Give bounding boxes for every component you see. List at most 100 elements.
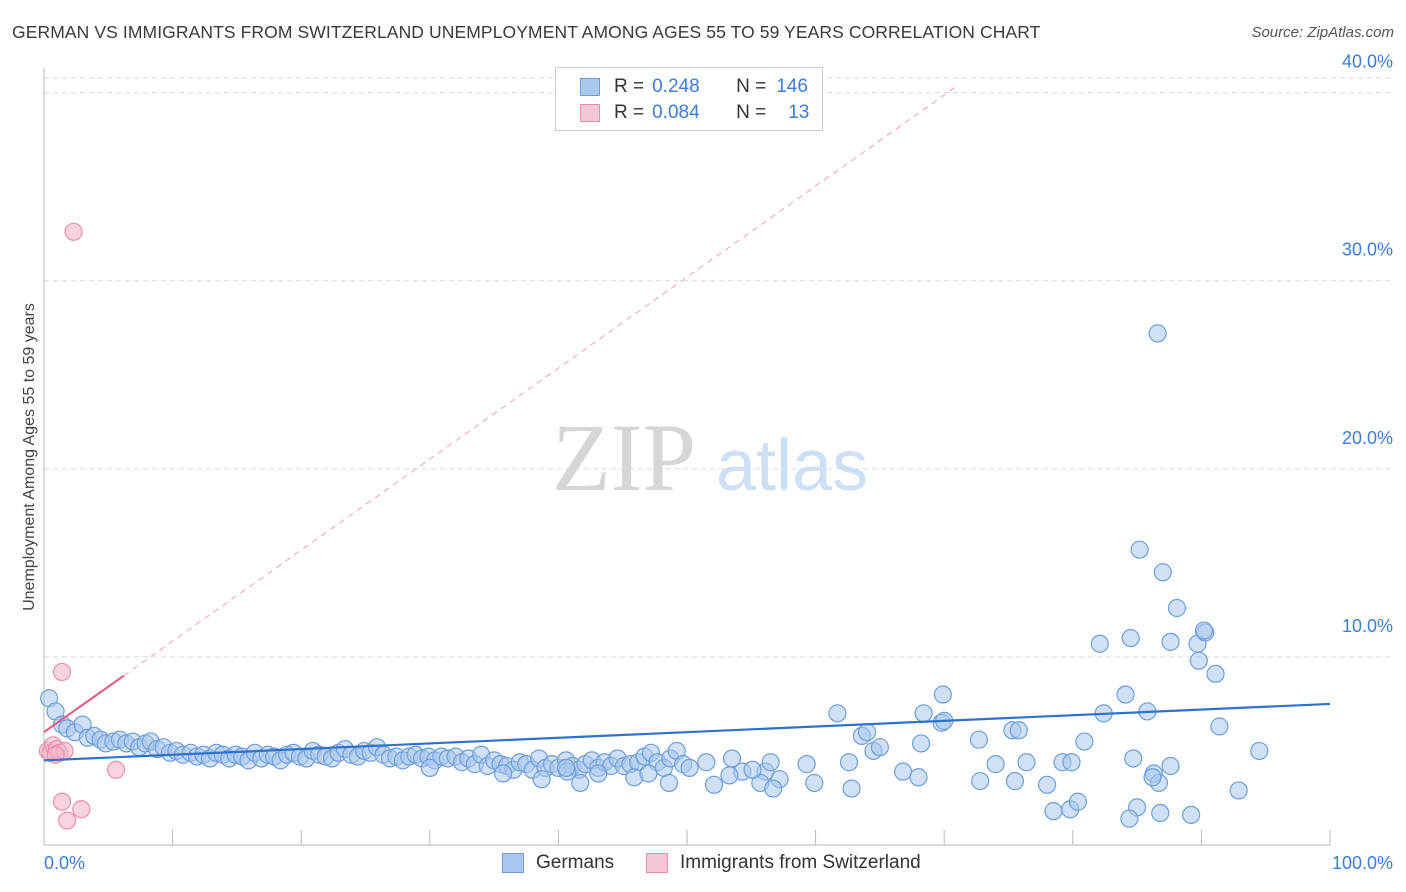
point-germans: [986, 755, 1005, 774]
point-germans: [1044, 802, 1063, 821]
point-swiss: [52, 662, 72, 682]
point-germans: [839, 753, 859, 772]
point-germans: [532, 770, 551, 789]
point-germans: [870, 738, 890, 757]
bottom-legend-label-germans: Germans: [536, 852, 615, 873]
point-germans: [764, 779, 783, 798]
chart-title: GERMAN VS IMMIGRANTS FROM SWITZERLAND UN…: [12, 22, 1041, 42]
point-germans: [805, 773, 824, 793]
point-germans: [1130, 540, 1149, 559]
y-tick-label: 30.0%: [1342, 240, 1393, 260]
bottom-legend-swatch-germans: [502, 853, 524, 873]
point-swiss: [58, 811, 77, 830]
point-germans: [1037, 775, 1057, 794]
point-germans: [704, 775, 724, 794]
y-tick-labels: 10.0% 20.0% 30.0% 40.0%: [1342, 52, 1393, 636]
x-tick-labels: 0.0% 100.0%: [44, 853, 1393, 873]
point-germans: [1116, 685, 1135, 704]
point-swiss: [106, 760, 126, 779]
point-germans: [969, 730, 989, 749]
point-germans: [914, 704, 933, 723]
y-tick-label: 10.0%: [1342, 616, 1393, 636]
point-germans: [557, 758, 576, 777]
point-germans: [1005, 771, 1025, 791]
legend-row-swiss: R = 0.084 N = 13: [580, 101, 809, 125]
point-germans: [797, 755, 816, 774]
legend-r-label: R =: [614, 102, 645, 123]
point-germans: [420, 758, 439, 777]
point-germans: [971, 771, 990, 791]
point-germans: [1153, 563, 1172, 582]
grid-lines: [44, 77, 1394, 658]
point-germans: [680, 758, 699, 777]
legend-n-label: N =: [736, 76, 767, 97]
watermark-atlas: atlas: [716, 426, 868, 506]
y-tick-label: 40.0%: [1342, 52, 1393, 72]
bottom-legend-germans: Germans: [502, 852, 614, 874]
trend-line-swiss-extension: [123, 85, 958, 677]
legend: R = 0.248 N = 146 R = 0.084 N = 13: [555, 67, 823, 131]
point-germans: [1161, 632, 1180, 651]
point-germans: [1194, 621, 1214, 640]
x-tick-label: 0.0%: [44, 853, 85, 873]
point-germans: [743, 760, 762, 779]
legend-r-label: R =: [614, 76, 645, 97]
point-germans: [1161, 756, 1180, 776]
point-germans: [911, 734, 931, 753]
point-germans: [1075, 732, 1094, 751]
point-germans: [1068, 792, 1088, 811]
point-germans: [1151, 803, 1170, 823]
point-germans: [589, 764, 608, 783]
point-germans: [1182, 805, 1201, 825]
point-swiss: [64, 222, 83, 241]
trend-lines: [43, 85, 1331, 762]
point-germans: [857, 723, 877, 742]
legend-n-value-germans: 146: [776, 76, 808, 97]
point-germans: [639, 764, 658, 783]
point-germans: [1250, 741, 1269, 761]
series-germans: [40, 324, 1269, 828]
point-germans: [842, 779, 861, 798]
point-germans: [1143, 768, 1162, 787]
trend-line-germans: [43, 702, 1331, 762]
point-germans: [494, 764, 513, 783]
point-germans: [1120, 809, 1139, 828]
bottom-legend: Germans Immigrants from Switzerland: [0, 852, 1406, 878]
point-germans: [1148, 324, 1167, 343]
bottom-legend-swiss: Immigrants from Switzerland: [646, 852, 921, 874]
point-germans: [697, 753, 716, 772]
point-swiss: [52, 792, 72, 811]
point-germans: [1017, 753, 1036, 772]
legend-r-value-germans: 0.248: [652, 76, 700, 97]
point-germans: [1062, 753, 1081, 772]
point-germans: [1124, 749, 1143, 768]
point-germans: [1167, 598, 1187, 618]
y-axis-label: Unemployment Among Ages 55 to 59 years: [21, 303, 38, 611]
x-tick-label: 100.0%: [1332, 853, 1393, 873]
legend-row-germans: R = 0.248 N = 146: [580, 75, 808, 99]
legend-n-label: N =: [736, 102, 767, 123]
legend-swatch-germans: [580, 78, 600, 96]
point-germans: [571, 773, 590, 793]
point-germans: [1229, 781, 1248, 800]
bottom-legend-label-swiss: Immigrants from Switzerland: [680, 852, 921, 873]
point-swiss: [72, 800, 91, 819]
x-ticks: [172, 830, 1331, 845]
trend-line-swiss: [43, 674, 125, 734]
point-germans: [1210, 717, 1229, 736]
y-tick-label: 20.0%: [1342, 428, 1393, 448]
point-germans: [1121, 628, 1140, 648]
legend-n-value-swiss: 13: [788, 102, 810, 123]
watermark-zip: ZIP: [552, 404, 696, 511]
legend-swatch-swiss: [580, 104, 600, 122]
point-germans: [893, 762, 913, 781]
point-germans: [1090, 634, 1109, 653]
point-germans: [933, 685, 953, 704]
point-germans: [828, 704, 847, 723]
point-germans: [720, 766, 739, 785]
point-germans: [659, 773, 679, 793]
point-germans: [1009, 721, 1028, 740]
point-germans: [1206, 664, 1225, 683]
bottom-legend-swatch-swiss: [646, 853, 668, 873]
